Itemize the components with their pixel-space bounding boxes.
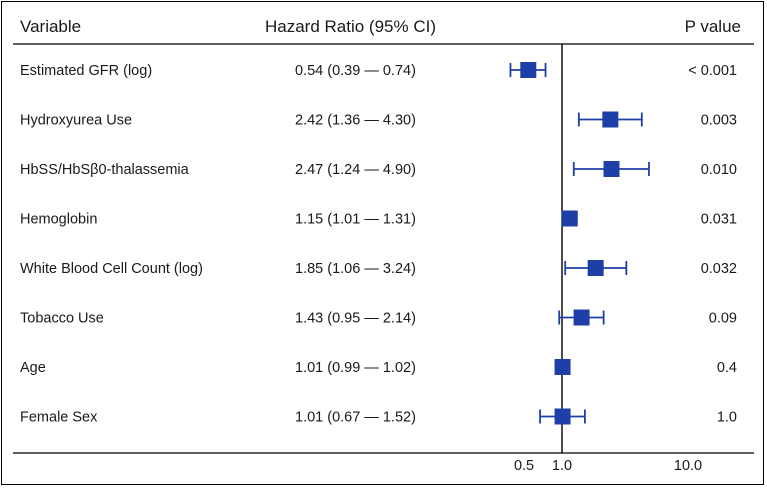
row-hr-ci-text: 0.54 (0.39 — 0.74) [295,63,416,79]
row-variable-label: Age [20,360,46,376]
row-p-value: 0.031 [701,212,737,228]
forest-row: White Blood Cell Count (log) 1.85 (1.06 —… [20,260,737,277]
row-variable-label: Tobacco Use [20,311,104,327]
forest-row: Tobacco Use 1.43 (0.95 — 2.14) 0.09 [20,309,737,327]
row-variable-label: HbSS/HbSβ0-thalassemia [20,162,190,178]
row-hr-ci-text: 1.01 (0.67 — 1.52) [295,410,416,426]
row-variable-label: Estimated GFR (log) [20,63,152,79]
forest-row: Hemoglobin 1.15 (1.01 — 1.31) 0.031 [20,210,737,228]
row-variable-label: Female Sex [20,410,98,426]
forest-row: Estimated GFR (log) 0.54 (0.39 — 0.74) < 0… [20,62,737,79]
x-tick-label: 10.0 [674,458,702,474]
row-hr-ci-text: 1.01 (0.99 — 1.02) [295,360,416,376]
row-p-value: 0.09 [709,311,737,327]
row-hr-ci-text: 1.15 (1.01 — 1.31) [295,212,416,228]
hazard-ratio-marker [561,210,578,227]
row-hr-ci-text: 1.85 (1.06 — 3.24) [295,261,416,277]
row-hr-ci-text: 2.47 (1.24 — 4.90) [295,162,416,178]
row-p-value: 1.0 [717,410,737,426]
x-tick-label: 1.0 [552,458,572,474]
forest-row: Hydroxyurea Use 2.42 (1.36 — 4.30) 0.003 [20,111,737,129]
row-p-value: 0.003 [701,113,737,129]
row-p-value: < 0.001 [688,63,737,79]
row-p-value: 0.010 [701,162,737,178]
header-hazard-ratio: Hazard Ratio (95% CI) [265,17,436,36]
hazard-ratio-marker [554,359,571,375]
forest-row: Age 1.01 (0.99 — 1.02) 0.4 [20,359,737,376]
hazard-ratio-marker [587,260,604,276]
row-hr-ci-text: 2.42 (1.36 — 4.30) [295,113,416,129]
row-hr-ci-text: 1.43 (0.95 — 2.14) [295,311,416,327]
header-variable: Variable [20,17,81,36]
hazard-ratio-marker [520,62,537,78]
row-variable-label: White Blood Cell Count (log) [20,261,203,277]
hazard-ratio-marker [603,161,620,177]
x-tick-label: 0.5 [514,458,534,474]
row-variable-label: Hemoglobin [20,212,97,228]
forest-row: Female Sex 1.01 (0.67 — 1.52) 1.0 [20,408,737,426]
row-p-value: 0.4 [717,360,737,376]
row-p-value: 0.032 [701,261,737,277]
header-p-value: P value [685,17,741,36]
row-variable-label: Hydroxyurea Use [20,113,132,129]
hazard-ratio-marker [602,111,619,128]
hazard-ratio-marker [573,309,590,326]
hazard-ratio-marker [554,408,571,425]
forest-row: HbSS/HbSβ0-thalassemia 2.47 (1.24 — 4.90)… [20,161,737,178]
